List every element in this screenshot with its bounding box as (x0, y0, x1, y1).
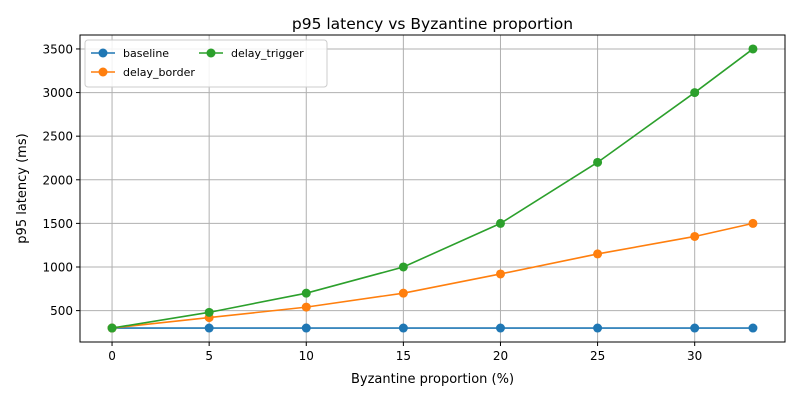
data-point-delay_border (398, 288, 408, 298)
series-baseline (107, 323, 758, 333)
series-line-delay_trigger (111, 48, 754, 329)
y-tick-label: 1000 (42, 260, 73, 274)
x-axis-label: Byzantine proportion (%) (351, 372, 514, 387)
legend-label: baseline (123, 47, 169, 60)
data-point-delay_border (748, 218, 758, 228)
data-point-baseline (593, 323, 603, 333)
y-tick-label: 1500 (42, 217, 73, 231)
series-delay_trigger (107, 44, 758, 333)
data-point-delay_trigger (107, 323, 117, 333)
data-point-delay_trigger (398, 262, 408, 272)
x-tick-label: 10 (299, 349, 314, 363)
y-tick-label: 500 (50, 304, 73, 318)
x-tick-label: 5 (205, 349, 213, 363)
data-point-delay_trigger (301, 288, 311, 298)
data-point-delay_border (593, 249, 603, 259)
x-tick-label: 15 (396, 349, 411, 363)
legend-item: delay_trigger (199, 47, 304, 60)
x-tick-label: 30 (687, 349, 702, 363)
data-point-baseline (204, 323, 214, 333)
data-point-baseline (398, 323, 408, 333)
y-tick-label: 2500 (42, 130, 73, 144)
y-tick-label: 2000 (42, 173, 73, 187)
data-point-baseline (495, 323, 505, 333)
plot-frame (79, 34, 786, 343)
data-point-delay_trigger (204, 307, 214, 317)
y-tick-label: 3000 (42, 86, 73, 100)
legend-marker (206, 48, 216, 58)
legend-label: delay_trigger (231, 47, 304, 60)
legend: baseline delay_border delay_trigger (84, 39, 328, 88)
data-point-delay_trigger (748, 44, 758, 54)
y-axis-label: p95 latency (ms) (15, 133, 30, 243)
data-point-baseline (748, 323, 758, 333)
x-tick-label: 0 (108, 349, 116, 363)
legend-item: delay_border (91, 66, 195, 79)
data-point-baseline (301, 323, 311, 333)
data-point-delay_border (301, 302, 311, 312)
legend-box (84, 39, 328, 88)
series-line-delay_border (111, 222, 754, 329)
legend-marker (98, 48, 108, 58)
x-tick-label: 20 (493, 349, 508, 363)
legend-label: delay_border (123, 66, 195, 79)
series-delay_border (107, 218, 758, 333)
data-point-delay_trigger (690, 88, 700, 98)
y-tick-label: 3500 (42, 42, 73, 56)
legend-marker (98, 67, 108, 77)
chart-title: p95 latency vs Byzantine proportion (292, 15, 573, 33)
data-point-delay_border (690, 231, 700, 241)
legend-item: baseline (91, 47, 169, 60)
data-point-delay_trigger (593, 157, 603, 167)
data-point-delay_border (495, 269, 505, 279)
ticks: 0 5 10 15 20 25 30 500 1000 1500 2000 2500 3000 3500 (42, 42, 702, 363)
x-tick-label: 25 (590, 349, 605, 363)
data-point-delay_trigger (495, 218, 505, 228)
series-group (107, 44, 758, 333)
data-point-baseline (690, 323, 700, 333)
